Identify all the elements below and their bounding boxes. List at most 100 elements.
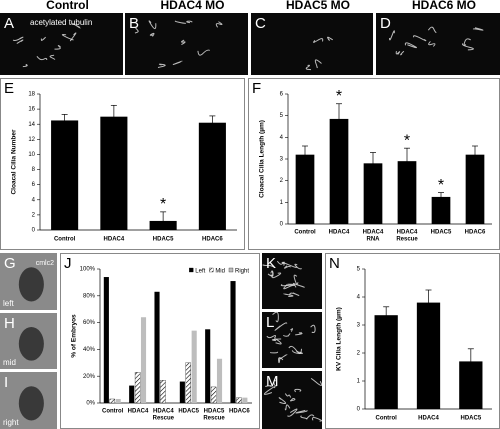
- x-tick-label: Control: [294, 230, 316, 236]
- x-tick-label: HDAC4: [397, 230, 418, 236]
- cilia-stain: [265, 385, 274, 387]
- cilia-stain: [69, 32, 77, 42]
- image-side: left: [3, 299, 14, 308]
- cilia-stain: [413, 35, 427, 42]
- cilia-stain: [472, 27, 484, 31]
- image-title: HDAC6 MO: [412, 0, 476, 12]
- cilia-stain: [461, 43, 474, 51]
- micrograph: [0, 13, 123, 75]
- y-tick-label: 3: [357, 323, 361, 329]
- legend-label: Right: [235, 269, 249, 275]
- cilia-stain: [54, 45, 61, 50]
- cilia-stain: [400, 50, 405, 56]
- y-axis-label: Cloacal Cilia Length (µm): [259, 120, 266, 198]
- panel-label: K: [266, 255, 276, 272]
- bar: [216, 358, 223, 403]
- bar: [459, 361, 483, 409]
- bar: [465, 154, 485, 224]
- panel-border: [0, 78, 245, 250]
- y-axis-label: % of Embryos: [71, 314, 78, 358]
- y-tick-label: 2: [32, 212, 36, 218]
- bar: [205, 329, 211, 403]
- y-tick-label: 6: [280, 92, 284, 98]
- panel-label: N: [329, 255, 340, 272]
- x-tick-label: HDAC4: [418, 416, 439, 422]
- bar: [363, 163, 383, 224]
- micrograph: [251, 13, 373, 75]
- cilia-stain: [266, 334, 277, 339]
- y-tick-label: 12: [28, 137, 35, 143]
- bar: [295, 154, 315, 224]
- x-tick-label: HDAC6: [465, 230, 486, 236]
- cilia-stain: [284, 404, 291, 411]
- heart-stain: [18, 327, 44, 361]
- cilia-stain: [311, 417, 323, 422]
- x-tick-label: Control: [102, 409, 124, 415]
- x-tick-label: HDAC5: [153, 237, 174, 243]
- bar: [154, 291, 160, 403]
- cilia-stain: [134, 27, 139, 34]
- panel-label: L: [266, 314, 274, 331]
- x-tick-label: HDAC5: [178, 409, 199, 415]
- bar: [160, 380, 166, 404]
- cilia-stain: [273, 380, 277, 387]
- cilia-stain: [293, 274, 299, 285]
- cilia-stain: [12, 36, 24, 41]
- cilia-stain: [36, 55, 48, 61]
- cilia-stain: [280, 283, 296, 287]
- y-axis-label: KV Cilia Length (µm): [336, 307, 343, 371]
- image-side: mid: [3, 358, 16, 367]
- cilia-stain: [157, 63, 166, 68]
- legend-label: Left: [195, 269, 205, 275]
- bar: [329, 118, 349, 224]
- y-tick-label: 14: [28, 122, 35, 128]
- cilia-stain: [215, 21, 223, 28]
- x-tick-label: HDAC4: [104, 237, 125, 243]
- cilia-stain: [180, 39, 186, 46]
- cilia-stain: [283, 333, 291, 337]
- y-tick-label: 1: [280, 200, 284, 206]
- bar: [51, 120, 79, 230]
- panel-label: B: [129, 15, 139, 32]
- y-tick-label: 2: [357, 351, 361, 357]
- cilia-stain: [310, 378, 323, 386]
- micrograph: [262, 253, 322, 309]
- cilia-stain: [262, 264, 274, 268]
- y-tick-label: 20%: [83, 374, 96, 380]
- x-tick-label: Rescue: [396, 237, 418, 243]
- cilia-stain: [428, 41, 436, 47]
- cilia-stain: [291, 350, 303, 355]
- cilia-stain: [278, 357, 284, 364]
- bar: [100, 116, 128, 230]
- significance-marker: *: [160, 196, 166, 213]
- panel-label: D: [380, 15, 391, 32]
- cilia-stain: [271, 338, 282, 342]
- y-tick-label: 0: [280, 222, 284, 228]
- bar: [397, 161, 417, 224]
- x-tick-label: HDAC5: [460, 416, 481, 422]
- legend-swatch: [228, 267, 234, 273]
- y-tick-label: 18: [28, 92, 35, 98]
- cilia-stain: [278, 397, 287, 405]
- y-axis-label: Cloacal Cilia Number: [11, 129, 18, 194]
- cilia-stain: [294, 388, 302, 393]
- significance-marker: *: [336, 88, 342, 105]
- bar: [179, 381, 185, 403]
- legend-label: Mid: [215, 269, 225, 275]
- cilia-stain: [305, 64, 312, 71]
- x-tick-label: HDAC6: [229, 409, 250, 415]
- image-title: HDAC4 MO: [160, 0, 224, 12]
- bar: [431, 196, 451, 224]
- legend-swatch: [209, 267, 214, 273]
- panel-label: G: [4, 255, 16, 272]
- cilia-stain: [271, 272, 282, 279]
- cilia-stain: [61, 33, 74, 41]
- image-title: Control: [46, 0, 89, 12]
- bar: [416, 302, 441, 409]
- bar: [140, 317, 147, 403]
- y-tick-label: 0%: [86, 401, 95, 407]
- cilia-stain: [295, 409, 308, 414]
- bar: [191, 330, 197, 403]
- micrograph: [125, 13, 248, 75]
- cilia-stain: [16, 39, 24, 44]
